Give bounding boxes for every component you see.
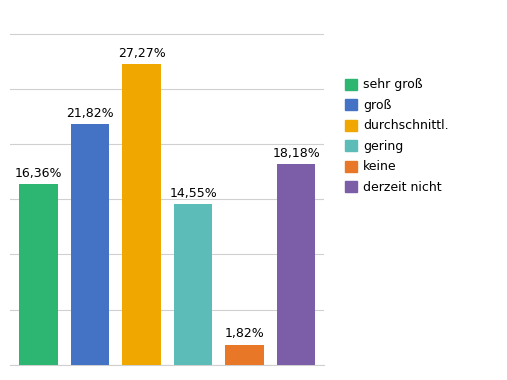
Text: 18,18%: 18,18%	[272, 147, 320, 160]
Bar	[122, 64, 161, 365]
Bar	[19, 184, 58, 365]
Text: 14,55%: 14,55%	[169, 187, 217, 200]
Bar	[174, 204, 212, 365]
Bar	[70, 124, 110, 365]
Bar	[225, 345, 264, 365]
Text: 16,36%: 16,36%	[15, 167, 62, 180]
Bar	[277, 164, 315, 365]
Text: 21,82%: 21,82%	[66, 107, 114, 120]
Text: 1,82%: 1,82%	[225, 327, 265, 340]
Text: 27,27%: 27,27%	[118, 46, 165, 60]
Legend: sehr groß, groß, durchschnittl., gering, keine, derzeit nicht: sehr groß, groß, durchschnittl., gering,…	[341, 74, 453, 198]
